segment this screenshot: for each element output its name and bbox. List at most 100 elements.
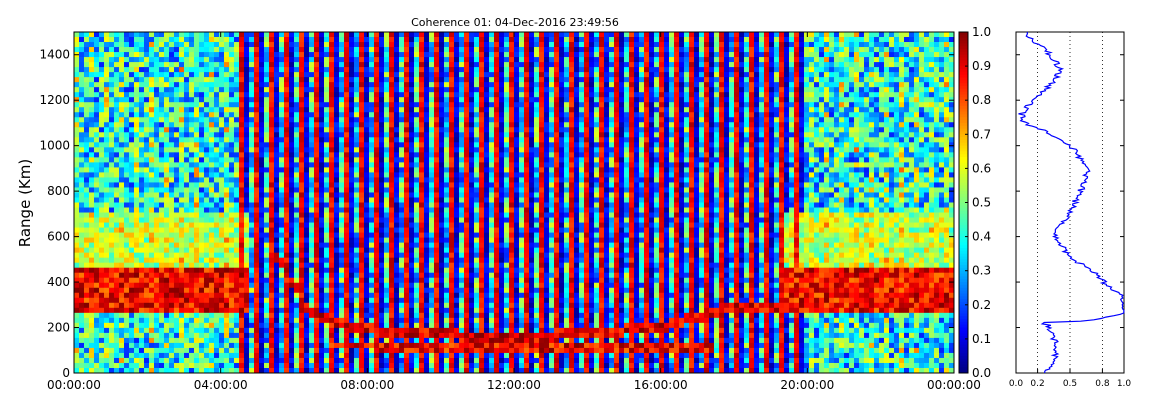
- heatmap-cell: [419, 277, 425, 284]
- heatmap-cell: [279, 362, 285, 369]
- heatmap-cell: [144, 202, 150, 208]
- heatmap-cell: [234, 197, 240, 203]
- heatmap-cell: [244, 42, 250, 48]
- heatmap-cell: [224, 212, 230, 218]
- heatmap-cell: [204, 337, 210, 344]
- heatmap-cell: [359, 162, 365, 168]
- heatmap-cell: [79, 232, 85, 238]
- heatmap-cell: [119, 357, 125, 364]
- heatmap-cell: [324, 87, 330, 93]
- heatmap-cell: [239, 167, 245, 173]
- heatmap-cell: [349, 92, 355, 98]
- heatmap-cell: [319, 227, 325, 233]
- heatmap-cell: [404, 287, 410, 294]
- heatmap-cell: [334, 137, 340, 143]
- heatmap-cell: [369, 232, 375, 238]
- heatmap-cell: [414, 102, 420, 108]
- heatmap-cell: [334, 32, 340, 38]
- heatmap-cell: [264, 157, 270, 163]
- heatmap-cell: [269, 322, 275, 329]
- heatmap-cell: [169, 317, 175, 324]
- heatmap-cell: [299, 362, 305, 369]
- heatmap-cell: [399, 337, 405, 344]
- heatmap-cell: [224, 152, 230, 158]
- heatmap-cell: [434, 287, 440, 294]
- heatmap-cell: [244, 147, 250, 153]
- heatmap-cell: [249, 72, 255, 78]
- heatmap-cell: [209, 77, 215, 83]
- heatmap-cell: [374, 182, 380, 188]
- heatmap-cell: [204, 147, 210, 153]
- heatmap-cell: [134, 37, 140, 43]
- heatmap-cell: [319, 102, 325, 108]
- heatmap-cell: [304, 347, 310, 354]
- heatmap-cell: [149, 122, 155, 128]
- heatmap-cell: [289, 142, 295, 148]
- heatmap-cell: [229, 347, 235, 354]
- heatmap-cell: [274, 217, 280, 223]
- heatmap-cell: [119, 52, 125, 58]
- heatmap-cell: [309, 137, 315, 143]
- heatmap-cell: [314, 237, 320, 244]
- heatmap-cell: [299, 357, 305, 364]
- heatmap-cell: [284, 237, 290, 244]
- heatmap-cell: [299, 77, 305, 83]
- heatmap-cell: [159, 72, 165, 78]
- heatmap-cell: [134, 82, 140, 88]
- heatmap-cell: [79, 292, 85, 299]
- heatmap-cell: [114, 242, 120, 249]
- heatmap-cell: [404, 62, 410, 68]
- heatmap-cell: [144, 277, 150, 284]
- heatmap-cell: [229, 162, 235, 168]
- heatmap-cell: [404, 257, 410, 264]
- heatmap-cell: [114, 257, 120, 264]
- heatmap-cell: [164, 322, 170, 329]
- heatmap-cell: [164, 197, 170, 203]
- heatmap-cell: [84, 107, 90, 113]
- heatmap-cell: [384, 77, 390, 83]
- heatmap-cell: [279, 117, 285, 123]
- heatmap-cell: [139, 102, 145, 108]
- heatmap-cell: [204, 102, 210, 108]
- heatmap-cell: [259, 72, 265, 78]
- heatmap-cell: [329, 87, 335, 93]
- heatmap-cell: [264, 167, 270, 173]
- heatmap-cell: [349, 217, 355, 223]
- heatmap-cell: [354, 362, 360, 369]
- heatmap-cell: [104, 147, 110, 153]
- heatmap-cell: [134, 367, 140, 374]
- heatmap-cell: [374, 87, 380, 93]
- heatmap-cell: [124, 77, 130, 83]
- heatmap-cell: [199, 292, 205, 299]
- heatmap-cell: [399, 262, 405, 269]
- heatmap-cell: [379, 207, 385, 213]
- heatmap-cell: [369, 147, 375, 153]
- heatmap-cell: [394, 267, 400, 274]
- heatmap-cell: [199, 257, 205, 264]
- heatmap-cell: [94, 52, 100, 58]
- heatmap-cell: [274, 52, 280, 58]
- heatmap-cell: [429, 162, 435, 168]
- heatmap-cell: [349, 122, 355, 128]
- heatmap-cell: [334, 172, 340, 178]
- heatmap-cell: [134, 307, 140, 314]
- heatmap-cell: [279, 332, 285, 339]
- heatmap-cell: [274, 127, 280, 133]
- heatmap-cell: [169, 252, 175, 259]
- heatmap-cell: [179, 277, 185, 284]
- heatmap-cell: [104, 162, 110, 168]
- heatmap-cell: [194, 272, 200, 279]
- heatmap-cell: [319, 192, 325, 198]
- heatmap-cell: [374, 187, 380, 193]
- heatmap-cell: [219, 217, 225, 223]
- heatmap-cell: [439, 132, 445, 138]
- heatmap-cell: [169, 87, 175, 93]
- heatmap-cell: [359, 47, 365, 53]
- heatmap-cell: [119, 222, 125, 228]
- heatmap-cell: [179, 112, 185, 118]
- heatmap-cell: [194, 332, 200, 339]
- heatmap-cell: [109, 32, 115, 38]
- heatmap-cell: [374, 237, 380, 244]
- heatmap-cell: [394, 107, 400, 113]
- heatmap-cell: [394, 162, 400, 168]
